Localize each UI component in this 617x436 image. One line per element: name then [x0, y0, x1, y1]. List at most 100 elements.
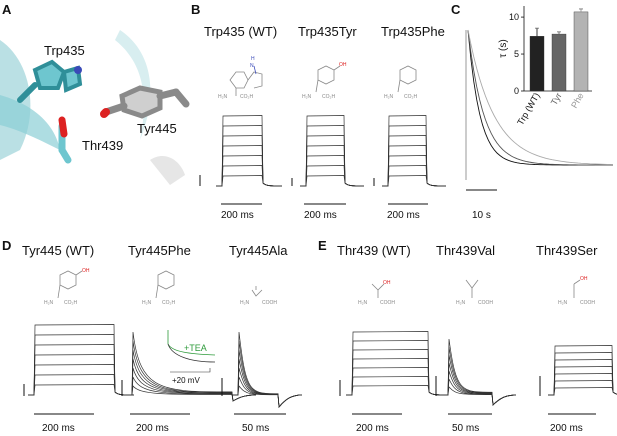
current-trace — [232, 358, 303, 408]
tyr-structure-d: OH H₂N CO₂H — [44, 268, 90, 306]
current-trace — [216, 135, 283, 187]
protein-ribbon — [150, 155, 185, 185]
scale-e2: 50 ms — [452, 423, 479, 434]
current-trace — [382, 155, 447, 187]
current-trace — [548, 345, 617, 396]
y-axis-label: τ (s) — [498, 39, 509, 57]
trp-structure: H N H₂N CO₂H — [218, 56, 263, 100]
title-trp435phe: Trp435Phe — [381, 24, 445, 39]
decay-curve — [467, 29, 613, 166]
chem-h2n: H₂N — [456, 300, 466, 306]
trp435-sticks — [17, 59, 83, 103]
label-trp435: Trp435 — [44, 43, 85, 58]
y-tick-label: 0 — [514, 86, 519, 96]
chem-co2h: CO₂H — [322, 94, 335, 100]
current-trace — [232, 331, 303, 408]
scale-b1: 200 ms — [221, 210, 254, 221]
current-trace — [216, 175, 283, 187]
current-trace — [548, 387, 617, 396]
title-thr439-wt: Thr439 (WT) — [337, 243, 411, 258]
chem-oh: OH — [82, 268, 90, 274]
current-trace — [382, 135, 447, 187]
chem-cooh: COOH — [478, 300, 493, 306]
chem-oh: OH — [339, 62, 347, 68]
phe-structure-d: H₂N CO₂H — [142, 270, 175, 306]
title-tyr445phe: Tyr445Phe — [128, 243, 191, 258]
chem-co2h: CO₂H — [404, 94, 417, 100]
decay-curves — [465, 29, 614, 180]
current-trace — [442, 346, 517, 406]
panel-d: D Tyr445 (WT) Tyr445Phe Tyr445Ala OH H₂N… — [2, 238, 303, 434]
label-tyr445: Tyr445 — [137, 121, 177, 136]
chem-co2h: CO₂H — [240, 94, 253, 100]
protein-ribbon — [0, 95, 60, 150]
current-trace — [442, 338, 517, 406]
current-trace — [300, 175, 365, 187]
scale-d1: 200 ms — [42, 423, 75, 434]
chem-h2n: H₂N — [142, 300, 152, 306]
chem-co2h: CO₂H — [162, 300, 175, 306]
chem-n: N — [250, 63, 254, 69]
bar — [551, 33, 567, 92]
ala-structure-d: H₂N COOH — [240, 286, 277, 306]
chem-h2n: H₂N — [384, 94, 394, 100]
thr439-sticks — [58, 116, 72, 164]
thr-structure-e: OH H₂N COOH — [358, 280, 395, 306]
tau-bar-chart: 0 5 10 τ (s) Trp (WT) Tyr Phe — [498, 6, 592, 127]
chem-h2n: H₂N — [240, 300, 250, 306]
chem-h2n: H₂N — [558, 300, 568, 306]
current-trace — [548, 373, 617, 396]
chem-oh: OH — [383, 280, 391, 286]
current-trace — [216, 115, 283, 187]
chem-cooh: COOH — [262, 300, 277, 306]
current-trace — [28, 364, 135, 396]
current-trace — [382, 115, 447, 187]
current-trace — [300, 135, 365, 187]
panel-letter-e: E — [318, 238, 327, 253]
panel-letter-c: C — [451, 2, 461, 17]
category-label: Tyr — [549, 91, 564, 107]
current-trace — [28, 344, 135, 396]
current-trace — [548, 359, 617, 396]
chem-h2n: H₂N — [302, 94, 312, 100]
title-trp435-wt: Trp435 (WT) — [204, 24, 277, 39]
ser-structure-e: OH H₂N COOH — [558, 276, 595, 306]
title-tyr445ala: Tyr445Ala — [229, 243, 288, 258]
voltage-label: +20 mV — [172, 376, 200, 385]
current-trace — [232, 376, 303, 408]
current-trace — [442, 386, 517, 406]
y-tick-label: 5 — [514, 49, 519, 59]
panel-a: A Trp435 Thr439 Tyr445 — [0, 2, 190, 190]
title-trp435tyr: Trp435Tyr — [298, 24, 357, 39]
tea-label: +TEA — [184, 343, 207, 353]
y-tick-label: 10 — [509, 12, 519, 22]
traces-d — [23, 324, 303, 415]
chem-cooh: COOH — [380, 300, 395, 306]
chem-h2n: H₂N — [358, 300, 368, 306]
scale-d2: 200 ms — [136, 423, 169, 434]
current-trace — [346, 349, 449, 396]
panel-letter-a: A — [2, 2, 12, 17]
panel-e: E Thr439 (WT) Thr439Val Thr439Ser OH H₂N… — [318, 238, 617, 434]
current-trace — [346, 385, 449, 396]
label-thr439: Thr439 — [82, 138, 123, 153]
current-trace — [300, 115, 365, 187]
val-structure-e: H₂N COOH — [456, 279, 493, 306]
chem-cooh: COOH — [580, 300, 595, 306]
current-trace — [216, 155, 283, 187]
protein-ribbon — [115, 30, 151, 140]
current-trace — [442, 370, 517, 406]
current-trace — [28, 384, 135, 396]
panel-c: C 10 s 0 5 10 τ (s) Trp (WT) Tyr Phe — [451, 2, 614, 221]
scale-c: 10 s — [472, 210, 491, 221]
phe-structure: H₂N CO₂H — [384, 65, 417, 100]
chem-h: H — [251, 56, 255, 62]
category-label: Trp (WT) — [515, 91, 541, 127]
panel-letter-b: B — [191, 2, 200, 17]
traces-e — [339, 331, 617, 415]
title-tyr445-wt: Tyr445 (WT) — [22, 243, 94, 258]
tyr-structure: OH H₂N CO₂H — [302, 62, 347, 100]
panel-letter-d: D — [2, 238, 11, 253]
chem-co2h: CO₂H — [64, 300, 77, 306]
chem-h2n: H₂N — [218, 94, 228, 100]
